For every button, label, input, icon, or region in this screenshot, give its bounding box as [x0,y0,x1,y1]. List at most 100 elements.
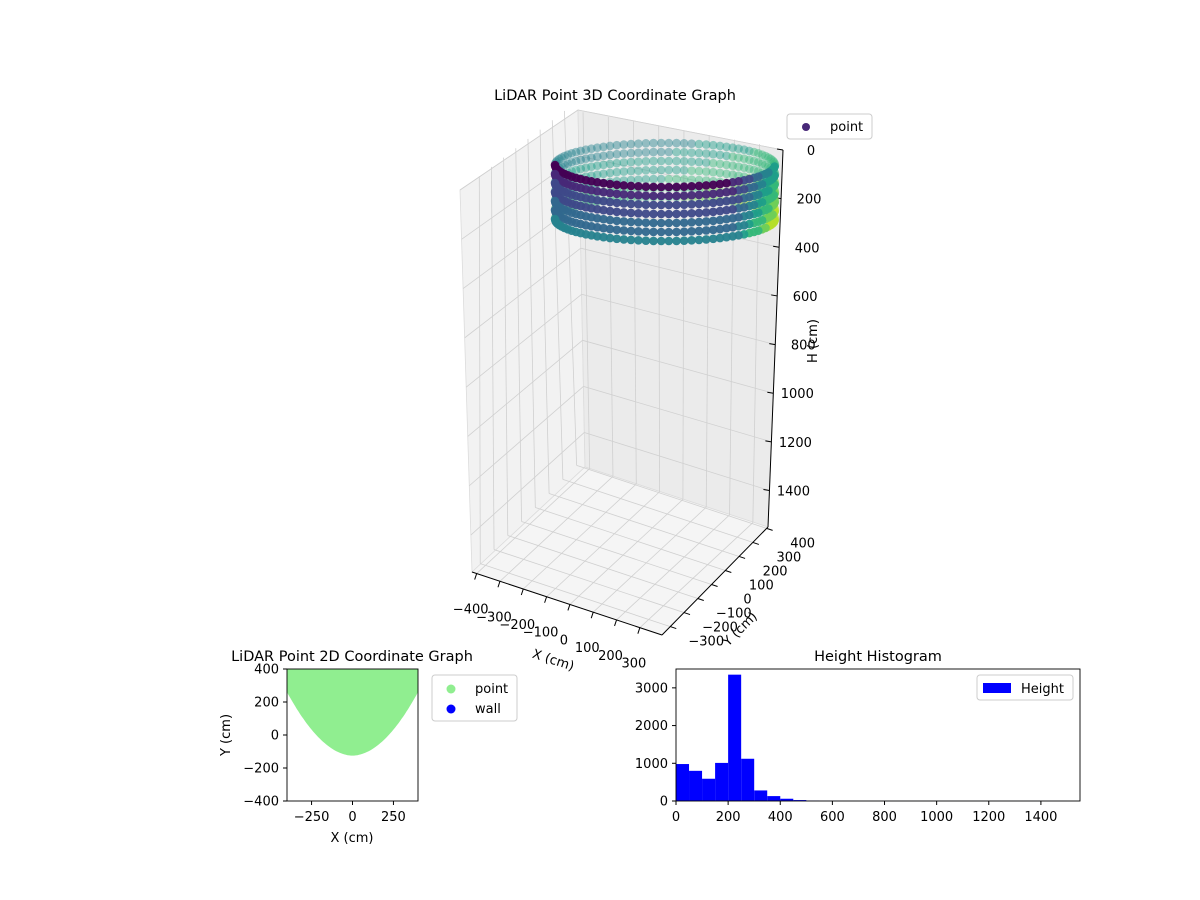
scatter-3d-point [722,151,731,161]
scatter-3d-point [634,166,643,175]
scatter-3d-point [687,218,696,227]
scatter-3d-point [679,148,689,157]
grid-line-y-vertical [527,138,536,508]
z-tick-label: 1200 [779,436,812,451]
scatter-3d-point [626,181,636,191]
scatter-3d-point [664,147,674,157]
scatter-3d-point [722,187,731,197]
scatter-3d-point [612,234,622,244]
scatter-3d-point [567,149,576,158]
grid-line-z [459,109,579,191]
scatter-3d-point [619,181,629,190]
scatter-3d-point [649,209,658,219]
scatter-3d-point [619,226,629,235]
scatter-3d-point [715,233,725,243]
scatter-3d-point [550,169,560,179]
scatter-3d-point [679,227,689,236]
scatter-3d-point [679,200,689,209]
scatter-3d-point [619,149,629,158]
scatter-3d-point [641,227,651,236]
scatter-3d-point [641,166,651,175]
scatter-3d-point [605,197,615,207]
scatter-3d-point [745,146,754,156]
scatter-3d-point [649,218,658,228]
scatter-3d-point [599,142,608,152]
scatter-3d-point [626,139,636,149]
y-tick-label: 0 [743,593,751,608]
scatter-3d-point [708,149,718,159]
scatter-3d-point [557,153,566,162]
scatter-3d-point [656,165,666,175]
histogram-bar [780,798,794,801]
grid-line-y-vertical [503,157,509,536]
scatter-3d-point [708,158,718,168]
scatter-3d-point [550,205,560,215]
histogram-x-tick-label: 1200 [972,810,1005,825]
grid-line-z [580,247,778,297]
scatter-3d-panel: LiDAR Point 3D Coordinate Graph −400−300… [453,88,873,674]
scatter-3d-point [641,175,651,184]
scatter-3d-point [664,218,674,228]
scatter-3d-point [722,196,731,206]
scatter-3d-point [656,227,666,237]
y-tick-mark [738,555,746,559]
scatter-3d-point [694,166,704,176]
scatter-2d-y-tick-label: 0 [271,729,279,744]
scatter-3d-point [605,233,615,243]
grid-line-y-vertical [491,166,495,550]
scatter-2d-legend-wall-label: wall [475,702,501,717]
scatter-3d-point [715,188,725,198]
scatter-3d-point [672,156,681,166]
scatter-3d-point [694,217,704,227]
y-tick-mark [697,598,704,602]
scatter-3d-point [626,217,636,227]
scatter-3d-point [612,216,622,226]
scatter-3d-point [634,182,643,191]
y-tick-label: 400 [790,536,815,551]
y-tick-label: −300 [688,635,724,650]
scatter-3d-point [694,157,704,167]
z-tick-mark [769,343,776,346]
scatter-3d-point [626,157,636,167]
scatter-3d-point [612,167,622,177]
scatter-3d-point [619,217,629,226]
scatter-3d-point [679,236,689,245]
scatter-3d-point [679,209,689,218]
scatter-3d-point [664,191,674,201]
x-tick-mark [637,627,641,634]
scatter-3d-point [722,205,731,215]
scatter-3d-point [619,208,629,217]
scatter-2d-legend-wall-marker [446,704,456,714]
x-tick-label: 200 [598,649,623,664]
histogram-y-tick-label: 0 [660,795,668,810]
scatter-3d-point [634,175,643,184]
scatter-3d-point [576,164,585,174]
scatter-3d-point [656,200,666,210]
grid-line-y [493,549,685,613]
grid-line-z [464,247,581,339]
scatter-3d-point [761,160,770,170]
grid-line-y [480,563,671,627]
scatter-3d-point [664,200,674,210]
scatter-3d-point [722,223,731,233]
histogram-bar [689,770,703,801]
scatter-3d-point [679,139,689,148]
grid-line-y [521,521,712,585]
scatter-3d-point [656,191,666,201]
z-tick-mark [765,440,772,443]
histogram-y-tick-label: 1000 [635,757,668,772]
x-tick-mark [590,612,594,619]
scatter-3d-point [619,167,629,176]
scatter-3d-point [687,139,696,148]
histogram-x-tick-label: 200 [716,810,741,825]
scatter-3d-point [634,209,643,218]
grid-line-x [569,499,684,605]
scatter-3d-point [641,182,651,191]
scatter-3d-point [728,143,737,152]
scatter-2d-y-axis-label: Y (cm) [219,714,234,757]
scatter-3d-point [626,166,636,176]
scatter-3d-point [626,199,636,209]
z-tick-mark [773,245,780,248]
scatter-3d-point [672,236,681,246]
scatter-3d-point [612,189,622,199]
